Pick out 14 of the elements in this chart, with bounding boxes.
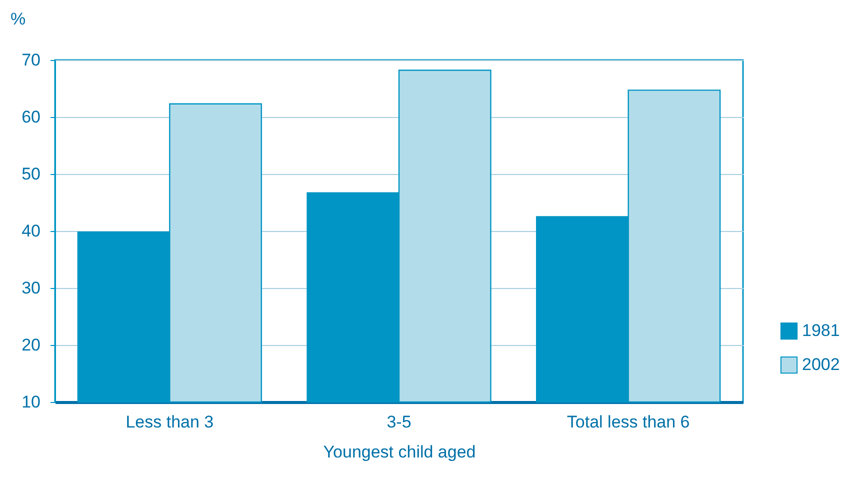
legend-label: 2002 bbox=[802, 355, 840, 374]
y-axis-title: % bbox=[10, 10, 26, 28]
y-tick-label: 50 bbox=[22, 164, 40, 184]
x-tick-label: 3-5 bbox=[386, 412, 412, 432]
y-tick-label: 20 bbox=[22, 336, 40, 354]
y-tick-label: 70 bbox=[22, 50, 40, 70]
y-tick-label: 30 bbox=[22, 278, 40, 298]
legend-label: 1981 bbox=[802, 321, 840, 340]
y-tick-label: 60 bbox=[22, 108, 40, 126]
x-tick-label: Total less than 6 bbox=[566, 412, 690, 432]
y-tick-label: 40 bbox=[22, 222, 40, 240]
x-axis-title: Youngest child aged bbox=[323, 442, 476, 462]
x-tick-label: Less than 3 bbox=[126, 412, 214, 432]
y-tick-label: 10 bbox=[22, 392, 40, 412]
